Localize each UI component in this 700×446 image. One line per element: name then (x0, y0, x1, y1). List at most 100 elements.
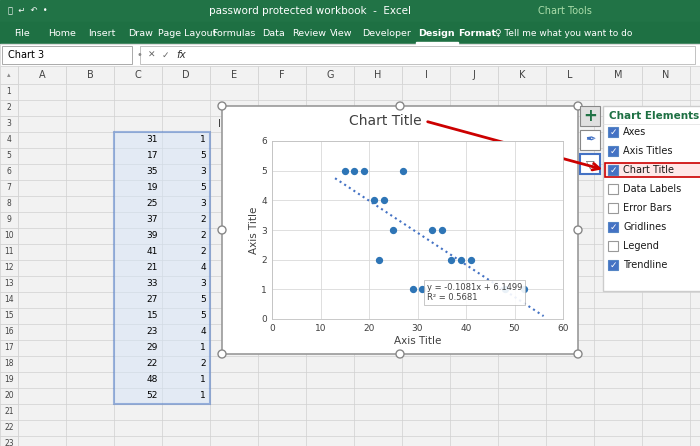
Bar (0, 420, 18, 436)
Text: N: N (662, 70, 670, 80)
Text: 1: 1 (6, 87, 11, 96)
Bar (0, 212, 18, 228)
Text: fx: fx (176, 50, 186, 60)
Text: ✓: ✓ (609, 165, 617, 174)
Text: 5: 5 (200, 183, 206, 193)
Point (456, 256, 467, 263)
Text: 8: 8 (6, 199, 11, 208)
Text: Chart Title: Chart Title (623, 165, 674, 175)
Text: ♀ Tell me what you want to do: ♀ Tell me what you want to do (495, 29, 632, 37)
Bar (0, 228, 18, 244)
Y-axis label: Axis Title: Axis Title (248, 206, 258, 254)
Text: Draw: Draw (128, 29, 153, 37)
Bar (608, 127, 618, 137)
Bar (580, 106, 600, 126)
Text: 13: 13 (4, 280, 14, 289)
Text: 41: 41 (146, 248, 158, 256)
Point (466, 256, 477, 263)
Text: G: G (326, 70, 334, 80)
Text: 2: 2 (200, 248, 206, 256)
Bar (608, 241, 618, 251)
Bar (0, 132, 18, 148)
Text: 18: 18 (4, 359, 14, 368)
Text: Review: Review (292, 29, 326, 37)
Bar (594, 66, 642, 84)
Circle shape (396, 350, 404, 358)
Text: 3: 3 (200, 168, 206, 177)
Text: 17: 17 (4, 343, 14, 352)
Text: 2: 2 (6, 103, 11, 112)
Text: Insert scatter (X,Y): Insert scatter (X,Y) (218, 119, 316, 129)
Circle shape (218, 226, 226, 234)
Text: 23: 23 (4, 439, 14, 446)
Bar (608, 184, 618, 194)
Bar (0, 404, 18, 420)
Text: 3: 3 (200, 199, 206, 208)
Bar (2, 46, 132, 64)
Text: 29: 29 (146, 343, 158, 352)
Text: 2: 2 (200, 359, 206, 368)
Text: ▴: ▴ (7, 72, 10, 78)
Text: 19: 19 (146, 183, 158, 193)
Text: 5: 5 (200, 296, 206, 305)
Point (499, 286, 510, 293)
Bar (450, 66, 498, 84)
Text: Chart Title: Chart Title (349, 114, 421, 128)
Bar (18, 66, 66, 84)
Text: K: K (519, 70, 525, 80)
Circle shape (574, 102, 582, 110)
Bar (114, 66, 162, 84)
Text: 6: 6 (6, 168, 11, 177)
Point (426, 227, 438, 234)
Text: A: A (38, 70, 46, 80)
Bar (0, 196, 18, 212)
Text: Home: Home (48, 29, 76, 37)
Text: 21: 21 (4, 408, 14, 417)
Text: Design: Design (418, 29, 454, 37)
Point (368, 197, 379, 204)
Text: Page Layout: Page Layout (158, 29, 216, 37)
Text: View: View (330, 29, 353, 37)
Circle shape (218, 350, 226, 358)
Bar (0, 180, 18, 196)
Text: 2: 2 (200, 231, 206, 240)
Text: 14: 14 (4, 296, 14, 305)
Text: ✓: ✓ (162, 50, 169, 59)
Text: ✓: ✓ (609, 260, 617, 269)
Text: 4: 4 (200, 327, 206, 336)
Text: F: F (279, 70, 285, 80)
Text: 1: 1 (200, 343, 206, 352)
Bar (402, 66, 450, 84)
Text: 12: 12 (4, 264, 14, 273)
Text: Legend: Legend (623, 241, 659, 251)
Bar (416, 42, 458, 44)
Bar (0, 44, 700, 66)
Text: J: J (473, 70, 475, 80)
Bar (0, 44, 700, 66)
Bar (210, 66, 258, 84)
Text: Trendline: Trendline (623, 260, 667, 270)
Text: 39: 39 (146, 231, 158, 240)
Text: 4: 4 (6, 136, 11, 145)
Text: ✒: ✒ (584, 133, 595, 146)
Text: Developer: Developer (362, 29, 411, 37)
Point (519, 286, 530, 293)
Point (398, 167, 409, 174)
Circle shape (574, 226, 582, 234)
Bar (306, 66, 354, 84)
Bar (0, 436, 18, 446)
Text: 10: 10 (4, 231, 14, 240)
Text: 33: 33 (146, 280, 158, 289)
Text: I: I (425, 70, 428, 80)
Text: 1: 1 (200, 376, 206, 384)
Text: 15: 15 (146, 311, 158, 321)
Point (407, 286, 418, 293)
Circle shape (396, 102, 404, 110)
Text: Data Labels: Data Labels (623, 184, 681, 194)
Bar (0, 356, 18, 372)
Bar (354, 66, 402, 84)
Bar (0, 276, 18, 292)
Text: 3: 3 (200, 280, 206, 289)
Text: Chart Tools: Chart Tools (538, 6, 592, 16)
Text: 21: 21 (146, 264, 158, 273)
